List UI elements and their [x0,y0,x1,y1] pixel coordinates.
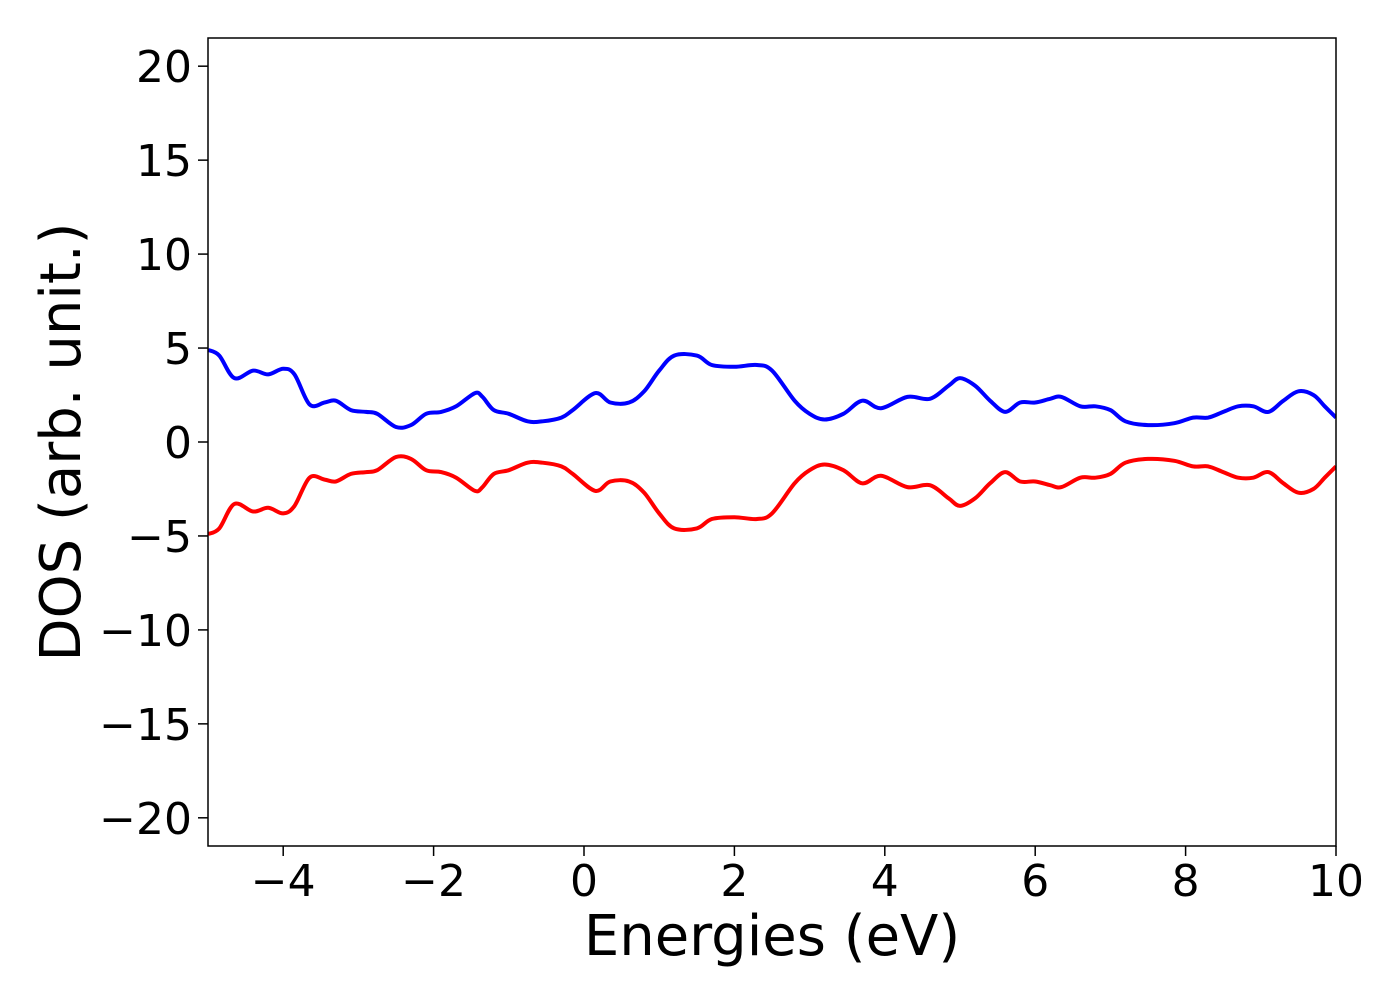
y-axis: −20 −15 −10 −5 0 5 10 15 20 [99,42,208,845]
x-tick-label: 10 [1308,856,1364,907]
y-tick-label: −5 [127,512,192,563]
x-axis: −4 −2 0 2 4 6 8 10 [251,846,1364,907]
dos-series-line-up [208,348,1336,430]
series-layer [208,348,1336,536]
y-tick-label: 0 [164,418,192,469]
x-tick-label: 0 [570,856,598,907]
y-tick-label: −15 [99,700,192,751]
x-tick-label: 2 [720,856,748,907]
y-axis-title: DOS (arb. unit.) [29,222,94,661]
y-tick-label: 5 [164,324,192,375]
y-tick-label: −10 [99,606,192,657]
x-tick-label: 8 [1172,856,1200,907]
y-tick-label: 20 [136,42,192,93]
x-tick-label: −2 [401,856,466,907]
dos-series-line-down [208,454,1336,536]
y-tick-label: 10 [136,230,192,281]
x-axis-title: Energies (eV) [584,904,960,969]
x-tick-label: 6 [1021,856,1049,907]
y-tick-label: −20 [99,794,192,845]
plot-frame [207,37,1337,847]
y-tick-label: 15 [136,136,192,187]
x-tick-label: 4 [871,856,899,907]
x-tick-label: −4 [251,856,316,907]
